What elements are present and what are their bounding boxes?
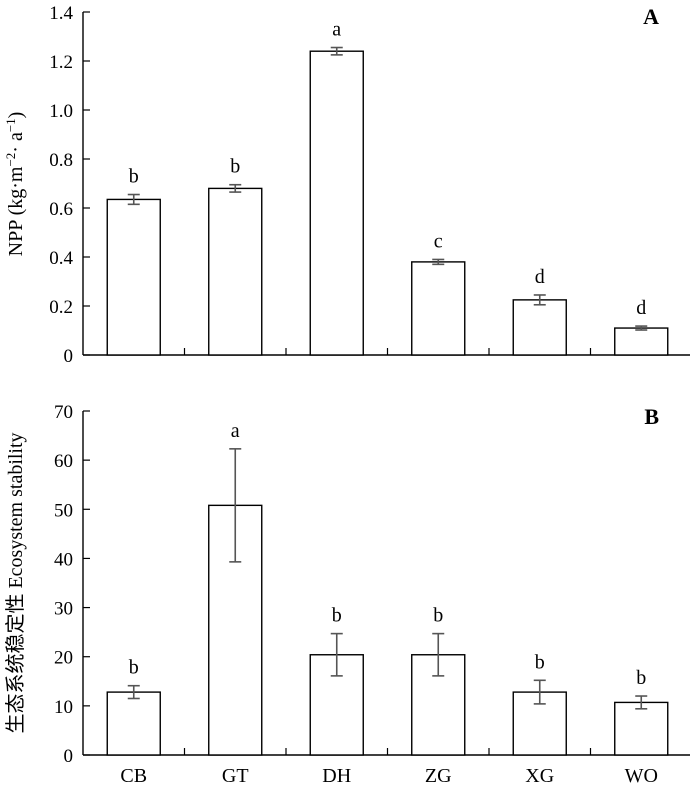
panel-a-bar-xg — [512, 299, 567, 356]
panel-a-significance-label: d — [636, 297, 646, 319]
panel-a-y-tick-label: 1.0 — [49, 101, 73, 122]
panel-a-significance-label: d — [535, 266, 545, 288]
panel-b-y-tick-label: 30 — [54, 599, 73, 620]
panel-a-y-tick-label: 0.2 — [49, 297, 73, 318]
panel-b-significance-label: b — [636, 667, 646, 689]
y-axis-label-part: −2 — [3, 153, 18, 167]
category-label-zg: ZG — [425, 765, 452, 785]
category-label-dh: DH — [322, 765, 351, 785]
panel-b-y-axis-label: 生态系统稳定性 Ecosystem stability — [4, 432, 27, 733]
panel-a-y-tick-label: 0.4 — [49, 248, 73, 269]
panel-b-significance-label: b — [433, 605, 443, 627]
panel-a-y-tick-label: 1.4 — [49, 3, 73, 24]
panel-a-y-tick-label: 0.6 — [49, 199, 73, 220]
panel-b-significance-label: a — [231, 420, 240, 442]
panel-b-significance-label: b — [129, 657, 139, 679]
panel-a-bar-dh — [309, 50, 364, 356]
panel-a-bar-cb — [106, 198, 161, 356]
panel-b-y-tick-label: 70 — [54, 402, 73, 423]
category-label-gt: GT — [222, 765, 249, 785]
category-label-cb: CB — [120, 765, 147, 785]
panel-b-panel-label: B — [644, 404, 659, 429]
panel-a-y-tick-label: 0.8 — [49, 150, 73, 171]
panel-a-significance-label: b — [230, 156, 240, 178]
panel-b-y-tick-label: 60 — [54, 451, 73, 472]
panel-a-bar-wo — [614, 327, 669, 356]
y-axis-label-part: ) — [5, 112, 27, 119]
panel-a-bar-zg — [411, 261, 466, 356]
panel-b-y-tick-label: 50 — [54, 500, 73, 521]
panel-a-y-tick-label: 1.2 — [49, 52, 73, 73]
y-axis-label-part: · a — [5, 132, 27, 153]
category-label-wo: WO — [625, 765, 658, 785]
panel-b-y-tick-label: 40 — [54, 549, 73, 570]
panel-b-bar-cb — [106, 691, 161, 756]
y-axis-label-part: −1 — [3, 118, 18, 132]
panel-a-bar-gt — [208, 187, 263, 356]
panel-b-y-tick-label: 10 — [54, 697, 73, 718]
panel-a-significance-label: c — [434, 230, 443, 252]
panel-b-significance-label: b — [332, 605, 342, 627]
panel-a-significance-label: a — [332, 19, 341, 41]
y-axis-label-part: NPP (kg·m — [5, 166, 27, 256]
panel-a-y-tick-label: 0 — [64, 346, 74, 367]
category-label-xg: XG — [525, 765, 554, 785]
panel-b-significance-label: b — [535, 651, 545, 673]
panel-a-y-axis-label: NPP (kg·m−2· a−1) — [3, 112, 27, 257]
panel-b-bar-wo — [614, 701, 669, 756]
panel-b-y-tick-label: 20 — [54, 648, 73, 669]
panel-a-significance-label: b — [129, 166, 139, 188]
panel-a-panel-label: A — [643, 4, 659, 29]
panel-b-y-tick-label: 0 — [64, 746, 74, 767]
